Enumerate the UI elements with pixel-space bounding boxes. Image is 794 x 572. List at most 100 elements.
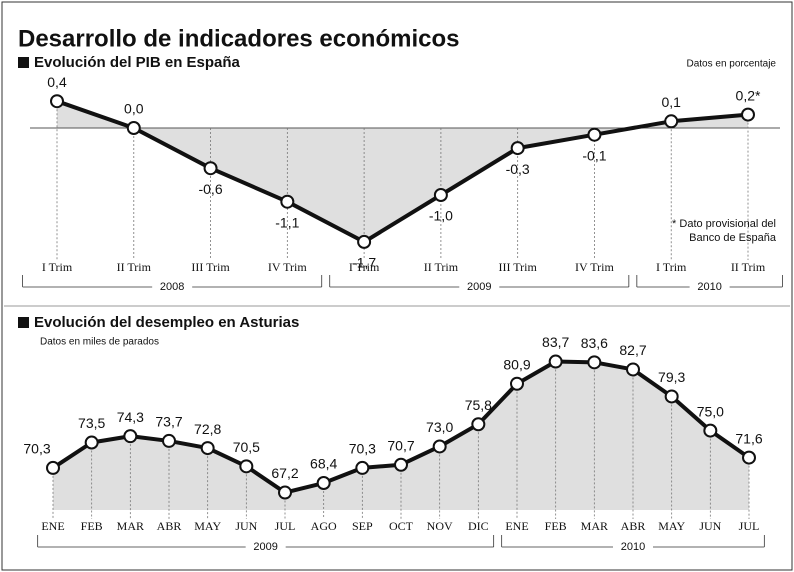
point [588,356,600,368]
point [743,452,755,464]
point [163,435,175,447]
x-tick-label: AGO [311,519,337,533]
x-tick-label: JUN [699,519,721,533]
data-label: 70,3 [349,441,376,457]
x-tick-label: IV Trim [575,260,614,274]
point [47,462,59,474]
data-label: 0,4 [47,74,67,90]
data-label: 0,1 [661,94,681,110]
data-label: 80,9 [503,356,530,372]
point [128,122,140,134]
x-tick-label: JUL [275,519,296,533]
x-tick-label: OCT [389,519,414,533]
annotation: Banco de España [689,232,777,244]
x-tick-label: II Trim [117,260,152,274]
data-label: -0,6 [198,181,222,197]
section-marker [18,317,29,328]
data-label: 75,8 [465,397,492,413]
year-label: 2008 [160,281,184,293]
x-tick-label: NOV [427,519,453,533]
data-label: 73,0 [426,419,453,435]
data-label: 74,3 [117,409,144,425]
point [395,459,407,471]
x-tick-label: I Trim [42,260,73,274]
point [704,425,716,437]
x-tick-label: II Trim [731,260,766,274]
point [627,363,639,375]
point [434,440,446,452]
data-label: 82,7 [619,342,646,358]
data-label: -0,3 [506,161,530,177]
data-label: 75,0 [697,403,724,419]
infographic: Desarrollo de indicadores económicos Evo… [0,0,794,572]
year-label: 2010 [697,281,721,293]
data-label: 71,6 [735,430,762,446]
x-tick-label: III Trim [191,260,230,274]
point [51,95,63,107]
data-label: 72,8 [194,421,221,437]
point [512,142,524,154]
x-tick-label: ENE [505,519,528,533]
x-tick-label: DIC [468,519,489,533]
data-label: 0,0 [124,101,144,117]
point [86,437,98,449]
x-tick-label: JUN [235,519,257,533]
data-label: -1,7 [352,255,376,271]
point [358,236,370,248]
point [318,477,330,489]
chart-subtitle: Datos en miles de parados [40,337,159,348]
x-tick-label: ABR [621,519,646,533]
point [742,109,754,121]
x-tick-label: MAR [117,519,144,533]
x-tick-label: MAR [581,519,608,533]
x-tick-label: ENE [41,519,64,533]
point [472,418,484,430]
chart-title: Evolución del PIB en España [34,54,241,71]
x-tick-label: FEB [81,519,103,533]
data-label: 70,3 [23,441,50,457]
x-tick-label: JUL [739,519,760,533]
x-tick-label: SEP [352,519,373,533]
annotation: * Dato provisional del [672,218,776,230]
x-tick-label: IV Trim [268,260,307,274]
point [281,196,293,208]
point [666,390,678,402]
data-label: 79,3 [658,369,685,385]
point [202,442,214,454]
data-label: -1,0 [429,208,453,224]
chart-title: Evolución del desempleo en Asturias [34,314,299,331]
data-label: -1,1 [275,214,299,230]
point [240,460,252,472]
x-tick-label: MAY [658,519,685,533]
data-label: 83,6 [581,335,608,351]
year-label: 2009 [467,281,491,293]
point [279,487,291,499]
x-tick-label: ABR [157,519,182,533]
data-label: 73,7 [155,414,182,430]
point [435,189,447,201]
data-label: -0,1 [582,147,606,163]
point [205,162,217,174]
data-label: 70,5 [233,439,260,455]
point [550,356,562,368]
point [588,129,600,141]
point [124,430,136,442]
section-marker [18,57,29,68]
data-label: 83,7 [542,334,569,350]
data-label: 68,4 [310,456,337,472]
chart-subtitle: Datos en porcentaje [686,59,776,70]
x-tick-label: MAY [194,519,221,533]
year-label: 2010 [621,541,645,553]
data-label: 67,2 [271,465,298,481]
data-label: 73,5 [78,415,105,431]
x-tick-label: II Trim [424,260,459,274]
x-tick-label: I Trim [656,260,687,274]
year-label: 2009 [253,541,277,553]
data-label: 70,7 [387,437,414,453]
data-label: 0,2* [736,87,761,103]
point [665,115,677,127]
x-tick-label: III Trim [498,260,537,274]
x-tick-label: FEB [545,519,567,533]
point [511,378,523,390]
page-title: Desarrollo de indicadores económicos [18,25,459,52]
